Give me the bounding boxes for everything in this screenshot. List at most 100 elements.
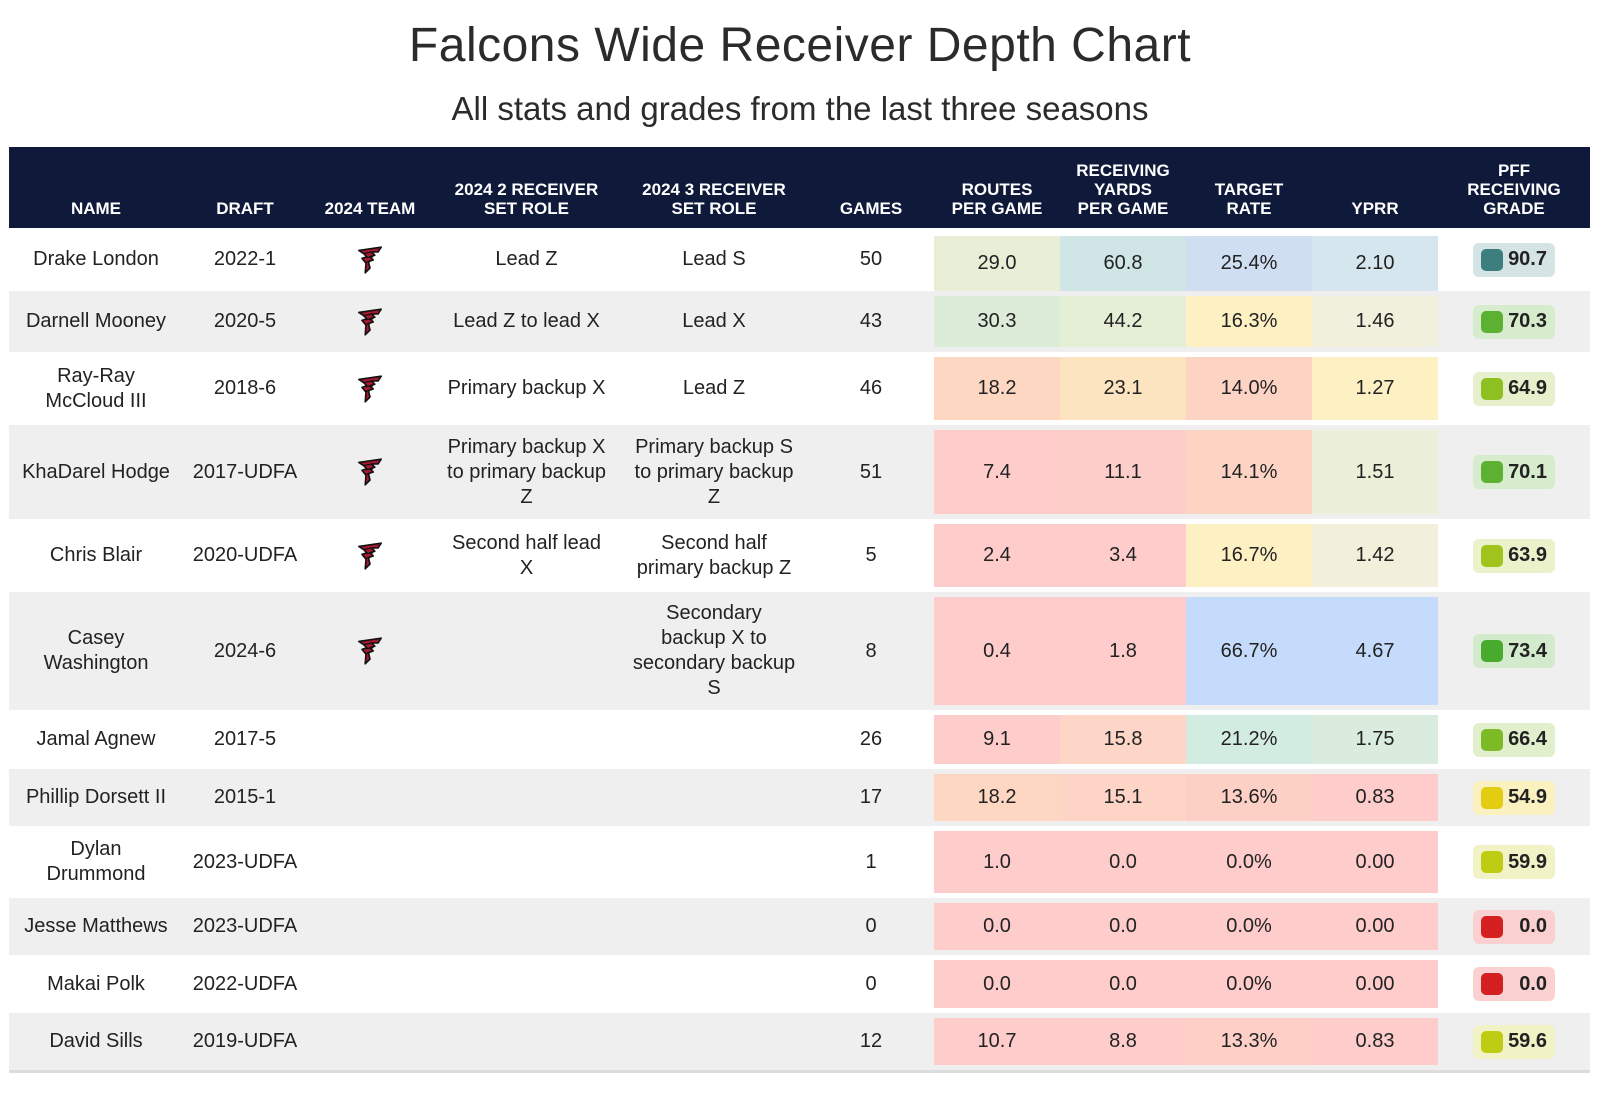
cell-draft: 2017-5 [213, 728, 277, 750]
falcons-logo-icon [358, 307, 382, 336]
table-row[interactable]: Drake London 2022-1 Lead Z Lead S 50 29.0 60.8… [9, 228, 1590, 291]
cell-yards: 23.1 [1060, 357, 1186, 420]
falcons-logo-icon [358, 458, 382, 486]
grade-swatch [1481, 915, 1503, 938]
cell-team [307, 352, 433, 425]
cell-role3: Lead Z [682, 377, 746, 399]
grade-swatch [1481, 786, 1503, 809]
cell-team [307, 425, 433, 519]
cell-role3 [620, 898, 808, 955]
column-header-routes[interactable]: ROUTES PER GAME [951, 180, 1043, 218]
column-header-team[interactable]: 2024 TEAM [324, 199, 416, 218]
table-row[interactable]: KhaDarel Hodge 2017-UDFA Primary backup X … [9, 425, 1590, 519]
cell-draft: 2017-UDFA [192, 460, 298, 483]
grade-value: 54.9 [1508, 786, 1547, 808]
cell-yards: 3.4 [1060, 524, 1186, 587]
cell-routes: 1.0 [934, 831, 1060, 893]
cell-grade: 70.3 [1438, 291, 1590, 352]
cell-role2 [433, 955, 620, 1013]
grade-value: 63.9 [1508, 544, 1547, 566]
cell-games: 43 [859, 310, 883, 332]
column-header-grade[interactable]: PFF RECEIVING GRADE [1467, 161, 1561, 218]
falcons-logo-icon [358, 374, 382, 403]
grade-badge: 90.7 [1473, 242, 1555, 277]
table-row[interactable]: Jesse Matthews 2023-UDFA 0 0.0 0.0 0.0% 0.00 0.… [9, 898, 1590, 955]
cell-games: 17 [859, 786, 883, 808]
grade-value: 59.9 [1508, 850, 1547, 873]
table-row[interactable]: Makai Polk 2022-UDFA 0 0.0 0.0 0.0% 0.00 0.0 [9, 955, 1590, 1013]
cell-role3 [620, 955, 808, 1013]
cell-name: Drake London [33, 248, 159, 270]
column-header-role2[interactable]: 2024 2 RECEIVER SET ROLE [454, 180, 599, 218]
table-row[interactable]: David Sills 2019-UDFA 12 10.7 8.8 13.3% 0.83 59… [9, 1013, 1590, 1070]
cell-draft: 2019-UDFA [192, 1030, 298, 1052]
grade-badge: 54.9 [1473, 780, 1555, 815]
cell-role2 [433, 826, 620, 898]
cell-games: 8 [865, 639, 877, 662]
table-row[interactable]: Darnell Mooney 2020-5 Lead Z to lead X Lead… [9, 291, 1590, 352]
cell-team [307, 519, 433, 592]
column-header-yards[interactable]: RECEIVING YARDS PER GAME [1076, 161, 1170, 218]
cell-team [307, 955, 433, 1013]
cell-role2: Primary backup X [447, 377, 606, 399]
cell-grade: 0.0 [1438, 955, 1590, 1013]
falcons-logo-icon [358, 637, 382, 665]
cell-grade: 54.9 [1438, 769, 1590, 826]
grade-value: 0.0 [1519, 972, 1547, 995]
cell-role3 [620, 826, 808, 898]
cell-team [307, 1013, 433, 1070]
cell-routes: 7.4 [934, 430, 1060, 514]
cell-grade: 90.7 [1438, 228, 1590, 291]
column-header-target[interactable]: TARGET RATE [1214, 180, 1284, 218]
grade-swatch [1481, 248, 1503, 271]
cell-yprr: 0.00 [1312, 903, 1438, 950]
table-row[interactable]: Ray-Ray McCloud III 2018-6 Primary backup … [9, 352, 1590, 425]
grade-swatch [1481, 310, 1503, 333]
cell-role2 [433, 1013, 620, 1070]
cell-name: Chris Blair [49, 544, 143, 566]
cell-role2: Lead Z [495, 248, 558, 270]
cell-team [307, 826, 433, 898]
page-subtitle: All stats and grades from the last three… [451, 90, 1149, 127]
cell-role2 [433, 769, 620, 826]
cell-role3: Lead X [682, 310, 746, 332]
column-header-games[interactable]: GAMES [839, 199, 903, 218]
table-row[interactable]: Dylan Drummond 2023-UDFA 1 1.0 0.0 0.0% 0.00 59… [9, 826, 1590, 898]
cell-target: 0.0% [1186, 903, 1312, 950]
cell-yards: 0.0 [1060, 960, 1186, 1008]
cell-yprr: 2.10 [1312, 236, 1438, 291]
cell-name: Casey Washington [43, 627, 149, 674]
cell-yards: 1.8 [1060, 597, 1186, 705]
grade-badge: 73.4 [1473, 634, 1555, 668]
table-body: Drake London 2022-1 Lead Z Lead S 50 29.0 60.8… [9, 228, 1590, 1070]
table-row[interactable]: Jamal Agnew 2017-5 26 9.1 15.8 21.2% 1.75 66.4 [9, 710, 1590, 769]
grade-badge: 0.0 [1473, 967, 1555, 1001]
table-row[interactable]: Chris Blair 2020-UDFA Second half lead X Se… [9, 519, 1590, 592]
cell-games: 46 [859, 377, 883, 399]
cell-grade: 0.0 [1438, 898, 1590, 955]
falcons-logo-icon [358, 245, 382, 274]
table-row[interactable]: Phillip Dorsett II 2015-1 17 18.2 15.1 13.6% 0… [9, 769, 1590, 826]
cell-role2 [433, 592, 620, 710]
cell-role3: Second half primary backup Z [636, 531, 792, 579]
cell-team [307, 228, 433, 291]
cell-name: David Sills [49, 1030, 143, 1052]
cell-role2: Lead Z to lead X [453, 310, 600, 332]
cell-yards: 15.8 [1060, 715, 1186, 764]
cell-yards: 0.0 [1060, 903, 1186, 950]
cell-role3 [620, 769, 808, 826]
column-header-role3[interactable]: 2024 3 RECEIVER SET ROLE [642, 180, 786, 218]
cell-grade: 66.4 [1438, 710, 1590, 769]
cell-team [307, 291, 433, 352]
cell-grade: 63.9 [1438, 519, 1590, 592]
column-header-name[interactable]: NAME [70, 199, 122, 218]
grade-badge: 59.6 [1473, 1024, 1555, 1059]
column-header-yprr[interactable]: YPRR [1351, 199, 1399, 218]
cell-yprr: 1.46 [1312, 296, 1438, 347]
cell-games: 0 [865, 972, 877, 995]
cell-yprr: 0.83 [1312, 774, 1438, 821]
cell-draft: 2015-1 [213, 786, 277, 808]
column-header-draft[interactable]: DRAFT [216, 199, 274, 218]
cell-target: 25.4% [1186, 236, 1312, 291]
table-row[interactable]: Casey Washington 2024-6 Secondary backup X… [9, 592, 1590, 710]
